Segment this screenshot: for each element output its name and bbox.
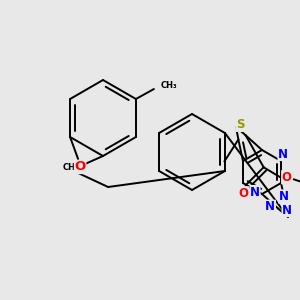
Text: CH₃: CH₃ <box>160 80 177 89</box>
Text: N: N <box>250 185 260 199</box>
Text: O: O <box>282 171 292 184</box>
Text: N: N <box>279 190 289 203</box>
Text: N: N <box>278 148 288 160</box>
Text: N: N <box>265 200 275 213</box>
Text: S: S <box>236 118 244 131</box>
Text: O: O <box>239 187 249 200</box>
Text: N: N <box>282 204 292 217</box>
Text: O: O <box>74 160 86 173</box>
Text: CH₃: CH₃ <box>63 164 79 172</box>
